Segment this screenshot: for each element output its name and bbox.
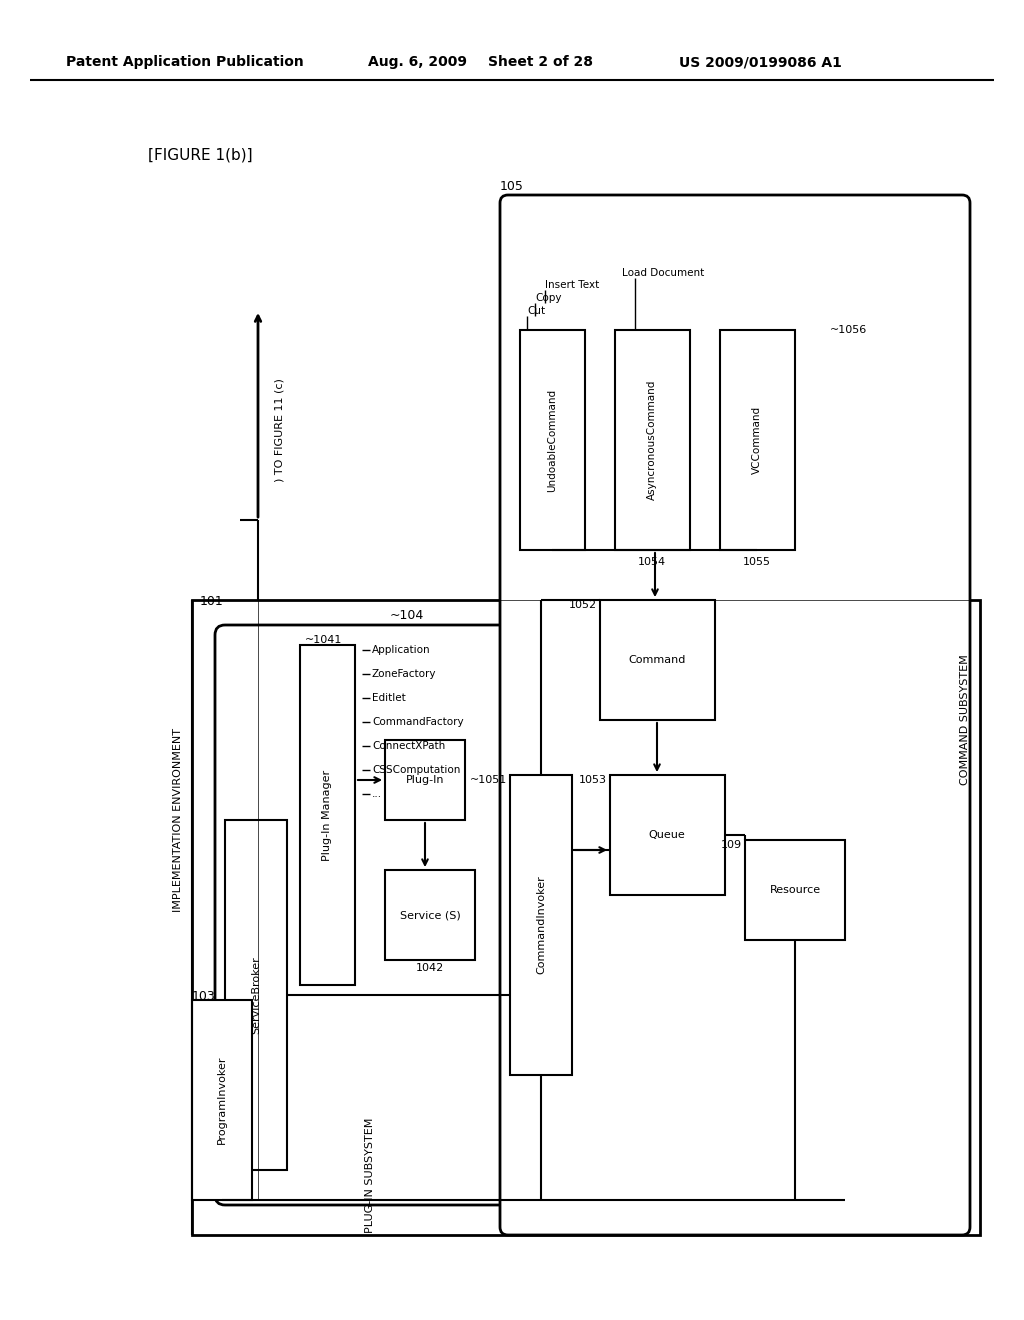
Text: Copy: Copy: [535, 293, 561, 304]
Text: 1055: 1055: [743, 557, 771, 568]
Text: ...: ...: [372, 789, 382, 799]
Text: ServiceBroker: ServiceBroker: [251, 956, 261, 1034]
Bar: [193, 1001, 252, 1200]
Text: Cut: Cut: [527, 306, 545, 315]
Bar: [300, 645, 355, 985]
Text: Patent Application Publication: Patent Application Publication: [67, 55, 304, 69]
Text: Load Document: Load Document: [622, 268, 705, 279]
Text: Aug. 6, 2009: Aug. 6, 2009: [369, 55, 468, 69]
Bar: [385, 741, 465, 820]
Text: IMPLEMENTATION ENVIRONMENT: IMPLEMENTATION ENVIRONMENT: [173, 729, 183, 912]
Text: Insert Text: Insert Text: [545, 280, 599, 290]
Text: Command: Command: [629, 655, 686, 665]
Text: PLUG-IN SUBSYSTEM: PLUG-IN SUBSYSTEM: [365, 1117, 375, 1233]
Text: Queue: Queue: [648, 830, 685, 840]
Text: Editlet: Editlet: [372, 693, 406, 704]
Text: ~1056: ~1056: [830, 325, 867, 335]
Text: Plug-In Manager: Plug-In Manager: [322, 770, 332, 861]
Bar: [600, 601, 715, 719]
Text: CSSComputation: CSSComputation: [372, 766, 461, 775]
Text: 1054: 1054: [638, 557, 666, 568]
Bar: [610, 775, 725, 895]
Text: ProgramInvoker: ProgramInvoker: [217, 1056, 227, 1144]
Text: 1042: 1042: [416, 964, 444, 973]
Text: Sheet 2 of 28: Sheet 2 of 28: [487, 55, 593, 69]
Bar: [193, 601, 980, 1236]
Bar: [520, 330, 585, 550]
FancyBboxPatch shape: [500, 195, 970, 1236]
Text: ~1051: ~1051: [470, 775, 507, 785]
Text: ZoneFactory: ZoneFactory: [372, 669, 436, 678]
Text: COMMAND SUBSYSTEM: COMMAND SUBSYSTEM: [961, 655, 970, 785]
Bar: [615, 330, 690, 550]
Text: AsyncronousCommand: AsyncronousCommand: [647, 380, 657, 500]
FancyBboxPatch shape: [215, 624, 545, 1205]
Text: 109: 109: [721, 840, 742, 850]
Text: ~104: ~104: [390, 609, 424, 622]
Text: VCCommand: VCCommand: [752, 407, 762, 474]
Text: ) TO FIGURE 11 (c): ) TO FIGURE 11 (c): [275, 378, 285, 482]
Text: Service (S): Service (S): [399, 909, 461, 920]
Bar: [385, 870, 475, 960]
Text: Application: Application: [372, 645, 431, 655]
Text: 105: 105: [500, 180, 524, 193]
Text: [FIGURE 1(b)]: [FIGURE 1(b)]: [148, 148, 253, 162]
Text: Plug-In: Plug-In: [406, 775, 444, 785]
Bar: [510, 775, 572, 1074]
Text: US 2009/0199086 A1: US 2009/0199086 A1: [679, 55, 842, 69]
Text: CommandInvoker: CommandInvoker: [536, 875, 546, 974]
Text: ConnectXPath: ConnectXPath: [372, 741, 445, 751]
Bar: [225, 820, 287, 1170]
Text: 1052: 1052: [569, 601, 597, 610]
Text: CommandFactory: CommandFactory: [372, 717, 464, 727]
Bar: [745, 840, 845, 940]
Text: Resource: Resource: [769, 884, 820, 895]
Text: ~1041: ~1041: [305, 635, 342, 645]
Bar: [720, 330, 795, 550]
Text: 1053: 1053: [579, 775, 607, 785]
Text: UndoableCommand: UndoableCommand: [547, 388, 557, 491]
Text: 101: 101: [200, 595, 224, 609]
Text: 103: 103: [193, 990, 216, 1003]
